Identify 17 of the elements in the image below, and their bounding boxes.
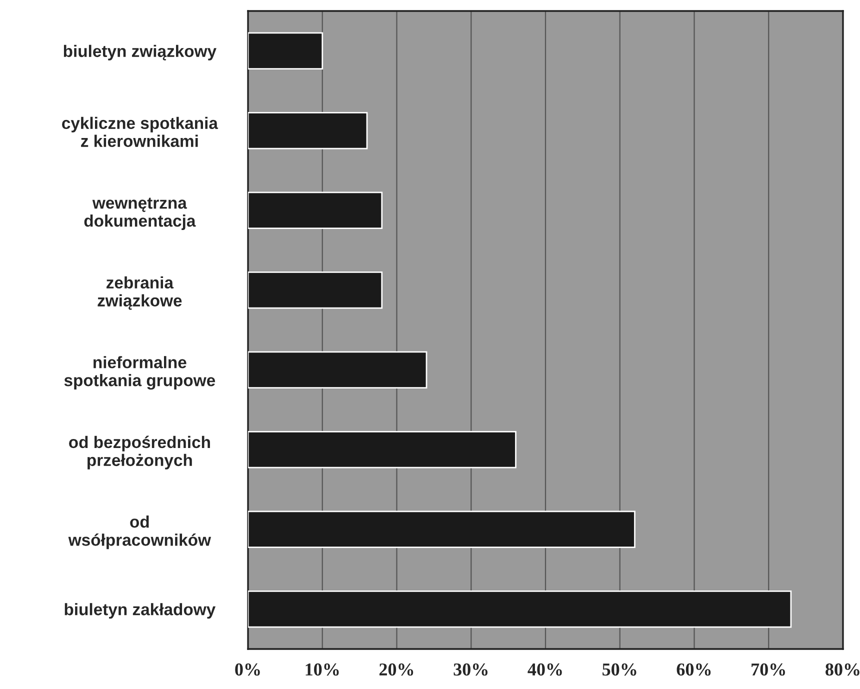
x-tick-label: 50% bbox=[602, 663, 636, 676]
x-tick-label: 40% bbox=[528, 663, 562, 676]
y-tick-label: cykliczne spotkania z kierownikami bbox=[62, 116, 218, 148]
x-tick-label: 20% bbox=[379, 663, 414, 676]
y-tick-label: wewnętrzna dokumentacja bbox=[84, 198, 196, 230]
x-tick-label: 70% bbox=[752, 663, 785, 676]
x-tick-label: 0% bbox=[235, 663, 260, 676]
y-tick-label: od wsółpracowników bbox=[68, 515, 212, 550]
x-tick-label: 80% bbox=[826, 663, 860, 676]
y-tick-label: zebrania związkowe bbox=[98, 276, 182, 310]
x-tick-label: 30% bbox=[454, 663, 488, 676]
x-tick-label: 10% bbox=[306, 663, 339, 676]
y-tick-label: nieformalne spotkania grupowe bbox=[64, 356, 216, 390]
y-tick-label: biuletyn zakładowy bbox=[64, 603, 216, 619]
y-tick-label: biuletyn związkowy bbox=[64, 44, 216, 60]
y-tick-label: od bezpośrednich przełożonych bbox=[69, 436, 210, 470]
x-tick-label: 60% bbox=[676, 663, 711, 676]
